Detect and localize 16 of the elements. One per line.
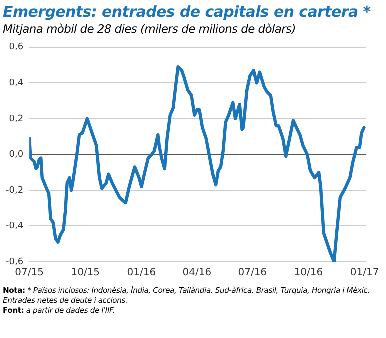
y-tick-label: 0,4 — [9, 78, 24, 89]
x-tick-label: 10/16 — [294, 268, 324, 279]
x-tick-label: 01/16 — [127, 268, 156, 279]
y-tick-label: 0,0 — [9, 150, 24, 160]
y-tick-label: -0,2 — [6, 186, 24, 196]
x-tick-label: 04/16 — [182, 268, 212, 279]
x-tick-label: 01/17 — [350, 268, 380, 279]
chart-title: Emergents: entrades de capitals en cartera * — [3, 3, 372, 21]
y-tick-label: -0,6 — [6, 257, 24, 268]
x-tick-label: 07/15 — [15, 268, 44, 279]
chart-subtitle: Mitjana mòbil de 28 dies (milers de milions de dòlars) — [3, 22, 297, 36]
x-tick-label: 10/15 — [71, 268, 100, 279]
y-tick-label: 0,2 — [9, 114, 24, 124]
y-tick-label: -0,4 — [6, 222, 24, 232]
x-tick-label: 07/16 — [238, 268, 268, 279]
y-tick-label: 0,6 — [9, 42, 24, 53]
